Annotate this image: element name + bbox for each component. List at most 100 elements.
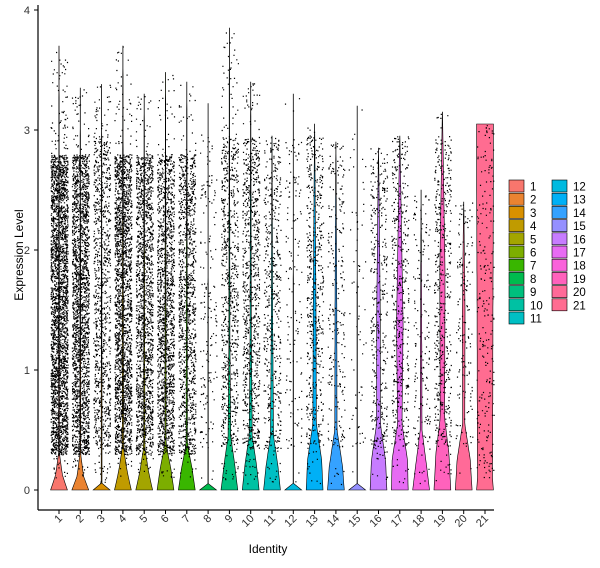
x-tick-label-3: 3 [95,513,108,526]
legend-label-15: 15 [573,221,586,233]
x-tick-label-5: 5 [138,513,151,526]
points-6 [157,74,176,479]
violin-4 [114,45,133,491]
legend-item-14: 14 [551,206,586,220]
y-tick-label-1: 1 [24,365,30,377]
violin-points-3 [93,84,112,484]
violin-body-20 [454,201,473,491]
x-tick-label-6: 6 [159,513,172,526]
violin-1 [50,45,69,491]
violin-body-9 [220,27,239,491]
legend-item-17: 17 [551,245,586,260]
legend-item-12: 12 [551,179,586,194]
y-tick-label-4: 4 [24,5,30,17]
points-17 [391,136,410,484]
legend-label-6: 6 [530,248,536,260]
x-tick-label-10: 10 [240,513,257,530]
x-tick-label-8: 8 [201,513,214,526]
points-10 [242,83,261,485]
legend-swatch-8 [508,272,525,285]
violin-7 [178,81,197,491]
violin-points-9 [220,32,240,481]
legend-item-18: 18 [551,258,586,273]
points-16 [370,148,389,480]
points-15 [348,109,367,473]
legend-label-4: 4 [530,221,537,233]
violin-body-21 [476,123,494,491]
violin-16 [369,147,389,491]
legend-item-8: 8 [508,272,536,286]
violin-points-8 [199,134,218,480]
violin-body-8 [198,103,218,491]
violin-body-12 [284,93,303,491]
legend-label-5: 5 [530,234,536,246]
legend-label-3: 3 [530,208,536,220]
violin-body-13 [305,123,324,491]
x-tick-label-7: 7 [180,513,193,526]
points-13 [306,127,325,485]
legend-swatch-12 [551,179,568,193]
legend-swatch-1 [508,179,525,193]
x-tick-label-18: 18 [410,513,427,530]
violin-3 [92,84,112,491]
legend-item-19: 19 [551,272,586,286]
points-2 [71,89,90,477]
violin-points-19 [434,113,452,482]
violin-body-16 [369,147,388,491]
y-tick-label-2: 2 [24,245,30,257]
legend-label-21: 21 [573,300,586,312]
violin-points-13 [306,127,325,485]
legend-item-21: 21 [551,298,586,312]
legend-label-9: 9 [530,287,536,299]
legend-item-2: 2 [508,192,536,207]
violin-17 [391,135,410,491]
x-tick-label-11: 11 [262,513,279,530]
legend-label-13: 13 [573,195,586,207]
points-8 [199,134,218,480]
x-axis-title: Identity [249,542,288,556]
legend-swatch-4 [508,219,525,232]
points-9 [220,32,240,481]
violin-15 [347,105,367,491]
violin-points-2 [71,89,90,477]
legend-label-18: 18 [573,261,586,273]
legend-label-2: 2 [530,195,536,207]
violin-points-21 [476,125,495,479]
violin-12 [284,93,303,491]
points-4 [114,46,133,477]
violin-21 [476,123,495,491]
violin-6 [156,72,176,491]
violin-points-10 [242,83,261,485]
violin-9 [220,27,240,491]
legend-item-13: 13 [551,192,586,207]
points-1 [50,51,69,479]
violin-points-4 [114,46,133,477]
violin-points-7 [178,84,197,478]
x-tick-label-21: 21 [474,513,491,530]
x-tick-label-4: 4 [116,513,129,526]
x-tick-label-13: 13 [304,513,321,530]
legend-item-11: 11 [508,311,542,326]
violin-11 [263,135,282,491]
points-19 [434,113,452,482]
legend-item-15: 15 [551,219,586,233]
y-tick-label-3: 3 [24,125,30,137]
violin-points-6 [157,74,176,479]
legend-swatch-2 [508,192,525,206]
x-tick-label-12: 12 [282,513,299,530]
legend-swatch-7 [508,258,525,272]
legend-label-20: 20 [573,287,586,299]
violin-20 [454,201,474,491]
violin-points-17 [391,136,410,484]
legend-item-6: 6 [508,245,536,260]
legend-item-20: 20 [551,285,586,299]
legend-swatch-13 [551,192,568,206]
legend-item-5: 5 [508,232,536,246]
violin-5 [135,93,154,491]
x-tick-label-15: 15 [346,513,363,530]
legend-item-9: 9 [508,285,536,299]
x-axis-ticks: 1 2 3 4 5 6 7 8 9 10 11 12 13 14 15 16 17 18 19 20 21 [52,510,491,530]
legend-swatch-14 [551,206,568,219]
violin-points-15 [348,109,367,473]
legend-label-19: 19 [573,274,586,286]
